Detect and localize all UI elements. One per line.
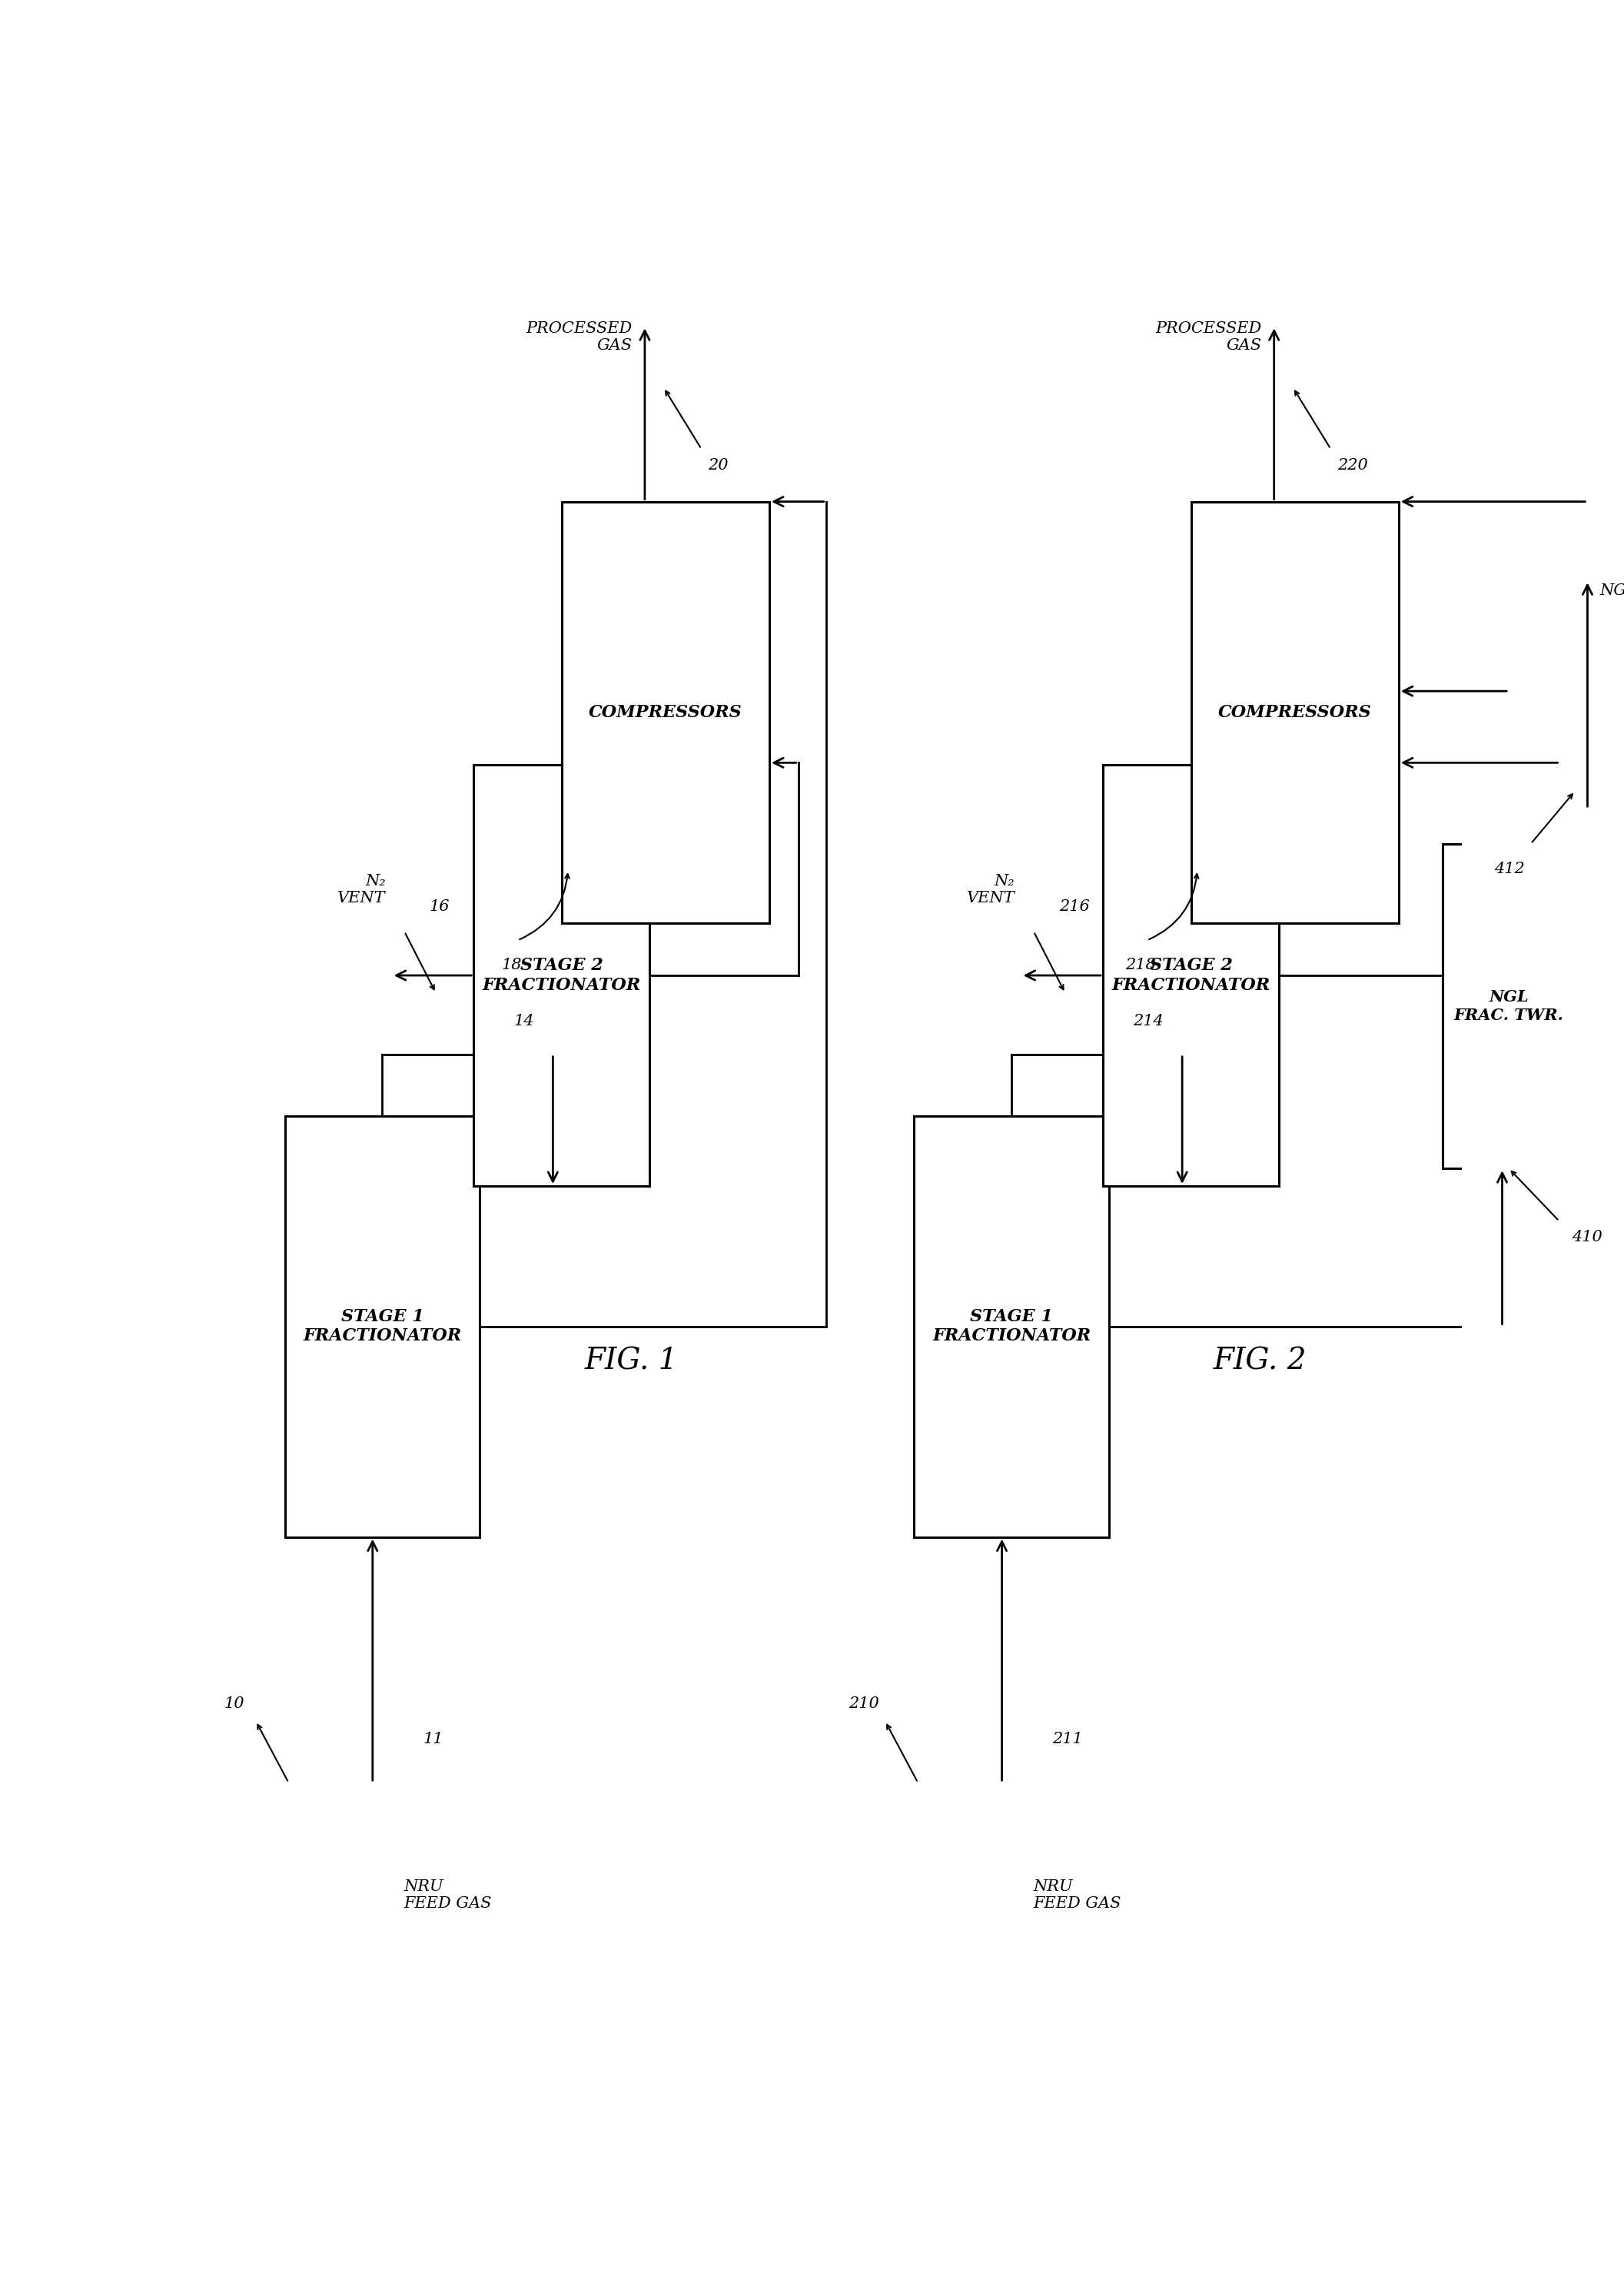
- Text: NGL PRODUCT: NGL PRODUCT: [1600, 583, 1624, 597]
- FancyBboxPatch shape: [914, 1117, 1109, 1536]
- FancyBboxPatch shape: [562, 501, 770, 923]
- Text: PROCESSED
GAS: PROCESSED GAS: [526, 321, 632, 353]
- Text: 20: 20: [708, 458, 728, 472]
- Text: PROCESSED
GAS: PROCESSED GAS: [1155, 321, 1262, 353]
- Text: N₂
VENT: N₂ VENT: [338, 873, 385, 905]
- Text: 210: 210: [848, 1696, 879, 1712]
- Text: STAGE 1
FRACTIONATOR: STAGE 1 FRACTIONATOR: [932, 1308, 1091, 1345]
- FancyBboxPatch shape: [1442, 843, 1575, 1169]
- Text: 10: 10: [224, 1696, 245, 1712]
- Text: COMPRESSORS: COMPRESSORS: [590, 704, 742, 720]
- Text: 410: 410: [1572, 1231, 1603, 1244]
- Text: NRU
FEED GAS: NRU FEED GAS: [1033, 1880, 1121, 1910]
- Text: FIG. 1: FIG. 1: [585, 1347, 677, 1377]
- Text: N₂
VENT: N₂ VENT: [966, 873, 1015, 905]
- Text: STAGE 2
FRACTIONATOR: STAGE 2 FRACTIONATOR: [1112, 957, 1270, 994]
- Text: 18: 18: [502, 957, 521, 973]
- Text: STAGE 1
FRACTIONATOR: STAGE 1 FRACTIONATOR: [304, 1308, 461, 1345]
- Text: 214: 214: [1134, 1014, 1163, 1028]
- Text: 14: 14: [513, 1014, 534, 1028]
- Text: STAGE 2
FRACTIONATOR: STAGE 2 FRACTIONATOR: [482, 957, 641, 994]
- Text: 11: 11: [422, 1732, 443, 1746]
- Text: FIG. 2: FIG. 2: [1213, 1347, 1307, 1377]
- Text: NGL
FRAC. TWR.: NGL FRAC. TWR.: [1453, 989, 1564, 1023]
- Text: 412: 412: [1494, 861, 1525, 875]
- Text: NRU
FEED GAS: NRU FEED GAS: [404, 1880, 492, 1910]
- FancyBboxPatch shape: [1190, 501, 1398, 923]
- Text: 16: 16: [429, 900, 450, 914]
- Text: 211: 211: [1052, 1732, 1083, 1746]
- Text: COMPRESSORS: COMPRESSORS: [1218, 704, 1372, 720]
- Text: 216: 216: [1059, 900, 1090, 914]
- FancyBboxPatch shape: [474, 766, 650, 1185]
- Text: 218: 218: [1125, 957, 1156, 973]
- Text: 220: 220: [1337, 458, 1367, 472]
- FancyBboxPatch shape: [284, 1117, 481, 1536]
- FancyBboxPatch shape: [1103, 766, 1280, 1185]
